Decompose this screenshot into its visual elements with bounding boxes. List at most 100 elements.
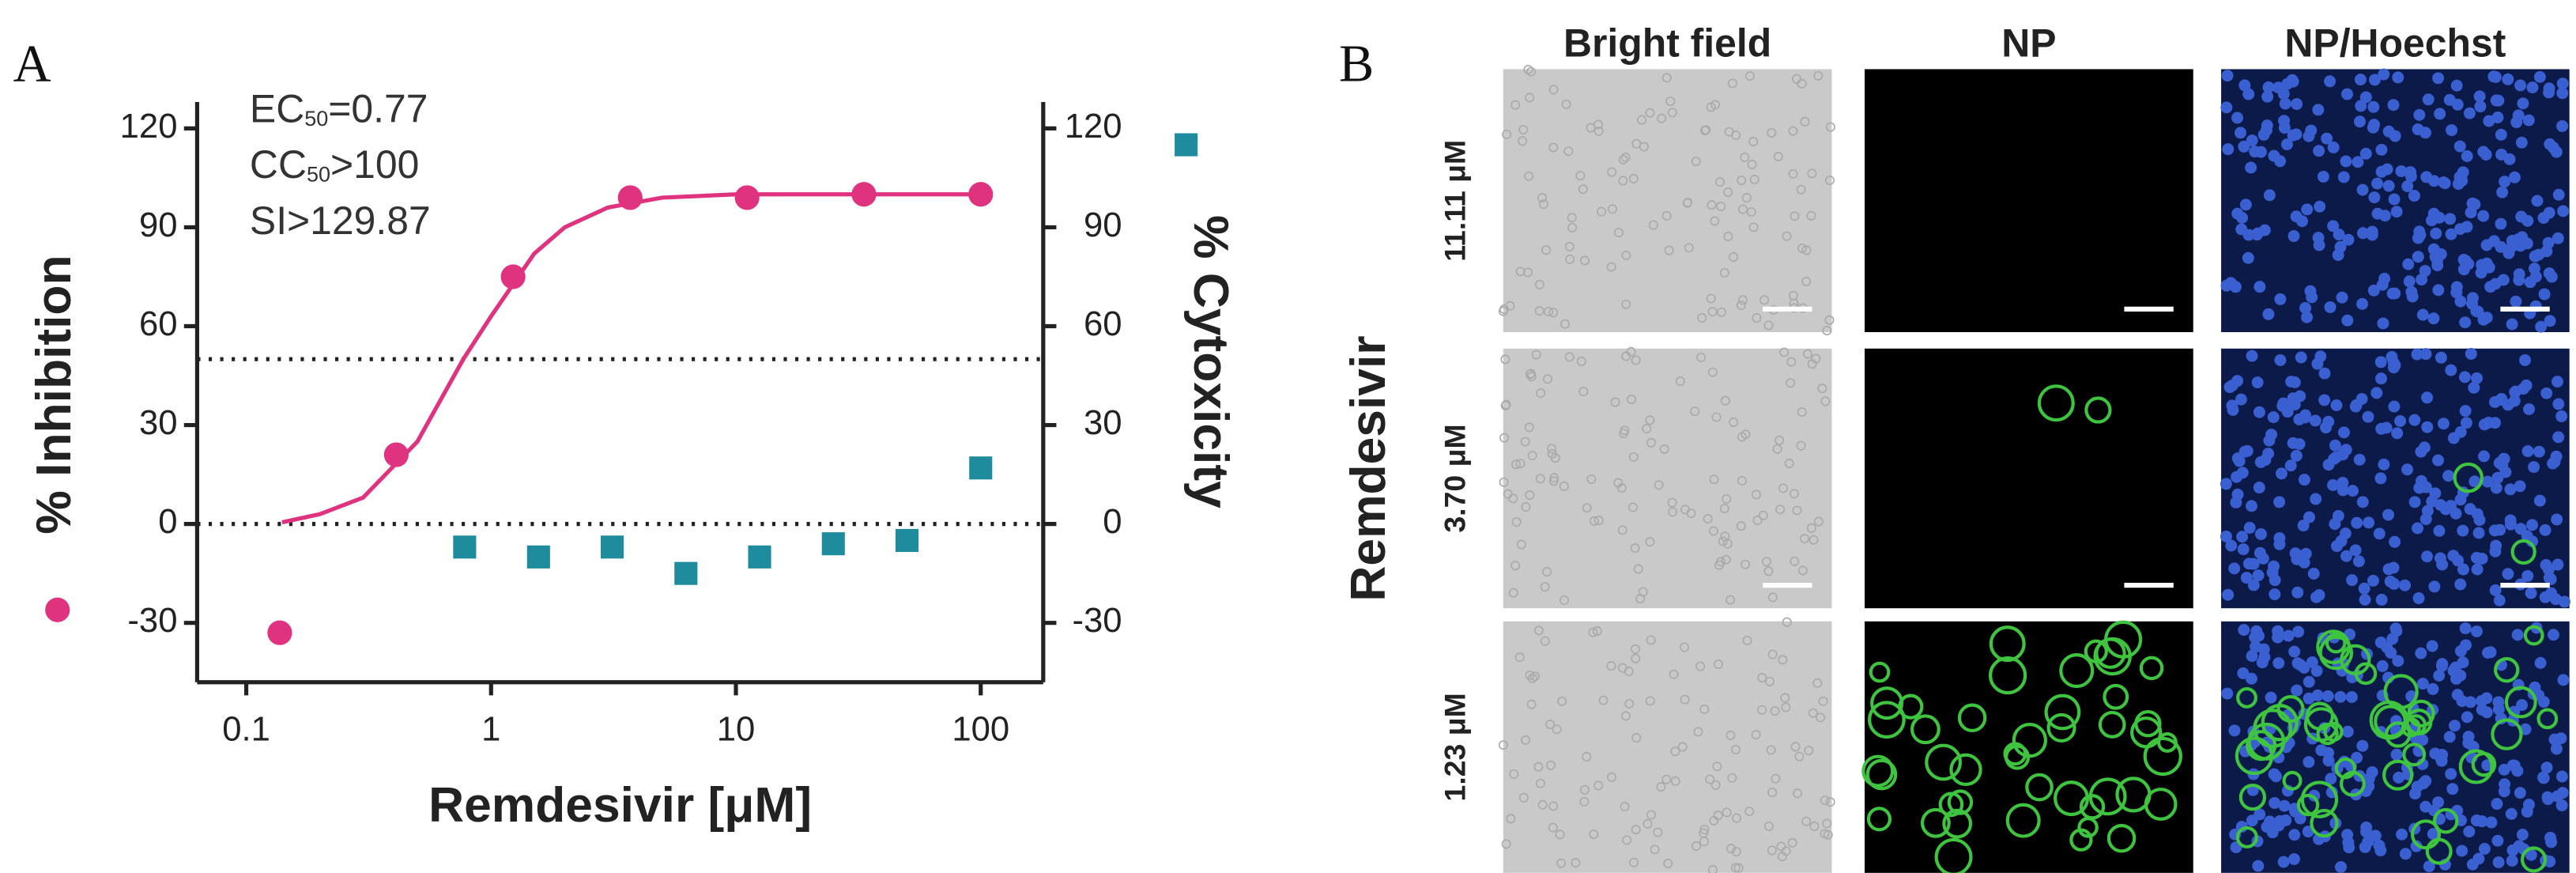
- nucleus: [2378, 458, 2390, 471]
- nucleus: [2533, 70, 2546, 83]
- cell: [1713, 811, 1723, 821]
- cell: [1744, 806, 1755, 817]
- infected-cell: [2282, 770, 2303, 791]
- nucleus: [2540, 387, 2553, 399]
- cell: [1796, 184, 1806, 195]
- nucleus: [2461, 150, 2473, 162]
- nucleus: [2253, 482, 2265, 494]
- nucleus: [2345, 691, 2358, 703]
- nucleus: [2392, 71, 2404, 84]
- infected-cell: [2310, 808, 2339, 838]
- nucleus: [2371, 177, 2384, 190]
- cell: [1771, 773, 1781, 784]
- nucleus: [2249, 146, 2261, 158]
- cell: [1518, 792, 1529, 803]
- infected-cell: [1949, 753, 1982, 787]
- infected-cell: [2432, 807, 2459, 834]
- nucleus: [2382, 508, 2395, 521]
- nucleus: [2480, 692, 2493, 705]
- infected-cell: [1925, 743, 1962, 781]
- nucleus: [2231, 488, 2244, 501]
- infected-cell: [2296, 793, 2320, 817]
- cell: [1705, 774, 1715, 784]
- cell: [1631, 733, 1642, 743]
- nucleus: [2552, 431, 2565, 444]
- nucleus: [2360, 821, 2373, 833]
- nucleus: [2222, 588, 2235, 601]
- cell: [1772, 444, 1782, 454]
- nucleus: [2246, 134, 2258, 147]
- cell: [1690, 406, 1700, 417]
- cell: [1633, 564, 1643, 574]
- cell: [1544, 307, 1554, 317]
- cell: [1628, 452, 1639, 462]
- annotation: EC50=0.77: [250, 87, 428, 131]
- nucleus: [2292, 625, 2305, 638]
- cell: [1548, 476, 1559, 486]
- cell: [1722, 493, 1732, 505]
- nucleus: [2258, 224, 2271, 236]
- nucleus: [2390, 206, 2403, 218]
- cell: [1790, 742, 1801, 752]
- nucleus: [2551, 558, 2564, 571]
- nucleus: [2317, 170, 2329, 183]
- nucleus: [2459, 316, 2472, 329]
- nucleus: [2551, 376, 2563, 388]
- nucleus: [2238, 624, 2250, 637]
- nucleus: [2454, 425, 2467, 438]
- nucleus: [2522, 114, 2535, 127]
- cell: [1806, 210, 1816, 221]
- cell: [1820, 796, 1830, 806]
- cell: [1711, 412, 1722, 422]
- infected-cell: [2334, 757, 2356, 780]
- cell: [1646, 437, 1656, 448]
- cell: [1518, 136, 1528, 146]
- cell: [1546, 444, 1557, 454]
- nucleus: [2492, 94, 2505, 107]
- nucleus: [2413, 482, 2426, 494]
- nucleus: [2503, 153, 2516, 165]
- cell: [1703, 514, 1713, 524]
- infected-cell: [2130, 716, 2163, 749]
- nucleus: [2287, 436, 2299, 449]
- cell: [1726, 730, 1736, 740]
- nucleus: [2242, 251, 2254, 264]
- nucleus: [2462, 731, 2475, 743]
- cell: [1502, 130, 1512, 140]
- cell: [1696, 352, 1707, 363]
- infected-cell: [2494, 657, 2520, 683]
- cell: [1801, 276, 1812, 286]
- nucleus: [2445, 228, 2457, 240]
- nucleus: [2457, 524, 2469, 537]
- cell: [1741, 559, 1751, 569]
- nucleus: [2318, 367, 2331, 380]
- nucleus: [2465, 696, 2477, 709]
- nucleus: [2404, 170, 2417, 183]
- cell: [1610, 397, 1620, 407]
- cell: [1543, 374, 1553, 384]
- nucleus: [2491, 798, 2503, 811]
- micrograph: [2220, 68, 2570, 333]
- cell: [1529, 671, 1540, 682]
- nucleus: [2496, 186, 2509, 198]
- cell: [1565, 254, 1575, 264]
- infected-cell: [2453, 462, 2484, 493]
- nucleus: [2481, 475, 2494, 488]
- nucleus: [2401, 180, 2414, 192]
- cell: [1741, 193, 1752, 203]
- nucleus: [2307, 568, 2320, 580]
- x-tick-label: 1: [481, 710, 500, 749]
- nucleus: [2282, 629, 2295, 642]
- infected-cell: [2238, 783, 2267, 811]
- nucleus: [2415, 445, 2427, 458]
- nucleus: [2340, 88, 2353, 100]
- nucleus: [2389, 130, 2401, 142]
- nucleus: [2521, 445, 2534, 458]
- cell: [1540, 582, 1550, 592]
- nucleus: [2332, 249, 2344, 261]
- cell: [1825, 122, 1835, 132]
- nucleus: [2432, 72, 2445, 85]
- cell: [1505, 300, 1515, 311]
- infected-cell: [1861, 754, 1895, 788]
- nucleus: [2433, 211, 2446, 224]
